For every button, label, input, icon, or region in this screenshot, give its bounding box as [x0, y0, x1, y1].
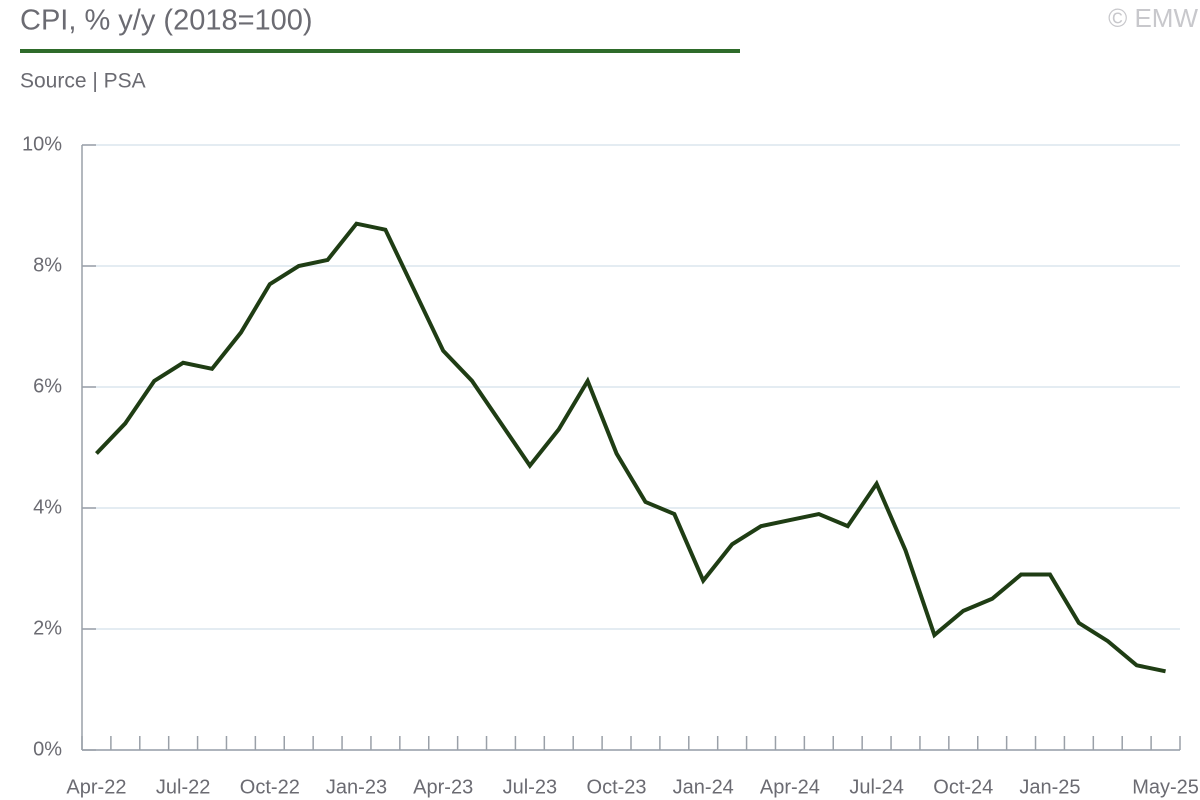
- y-tick-label: 8%: [33, 254, 62, 276]
- x-tick-label: Apr-22: [66, 776, 126, 798]
- series-line: [95, 221, 1166, 674]
- x-tick-label: Jan-25: [1019, 776, 1080, 798]
- x-tick-label: Jan-24: [673, 776, 734, 798]
- x-tick-label: Oct-22: [240, 776, 300, 798]
- y-tick-label: 6%: [33, 375, 62, 397]
- x-tick-label: Apr-24: [760, 776, 820, 798]
- x-tick-label: Oct-23: [587, 776, 647, 798]
- chart-subtitle: Source | PSA: [20, 70, 146, 93]
- y-tick-label: 2%: [33, 617, 62, 639]
- x-tick-label: Jul-24: [849, 776, 903, 798]
- x-tick-label: May-25: [1132, 776, 1199, 798]
- y-tick-label: 0%: [33, 738, 62, 760]
- x-tick-label: Apr-23: [413, 776, 473, 798]
- x-tick-label: Jul-22: [156, 776, 210, 798]
- watermark: © EMW: [1108, 3, 1198, 33]
- y-tick-label: 4%: [33, 496, 62, 518]
- chart-title: CPI, % y/y (2018=100): [20, 5, 313, 37]
- x-tick-label: Jul-23: [503, 776, 557, 798]
- x-tick-label: Jan-23: [326, 776, 387, 798]
- x-tick-label: Oct-24: [933, 776, 993, 798]
- y-tick-label: 10%: [22, 133, 62, 155]
